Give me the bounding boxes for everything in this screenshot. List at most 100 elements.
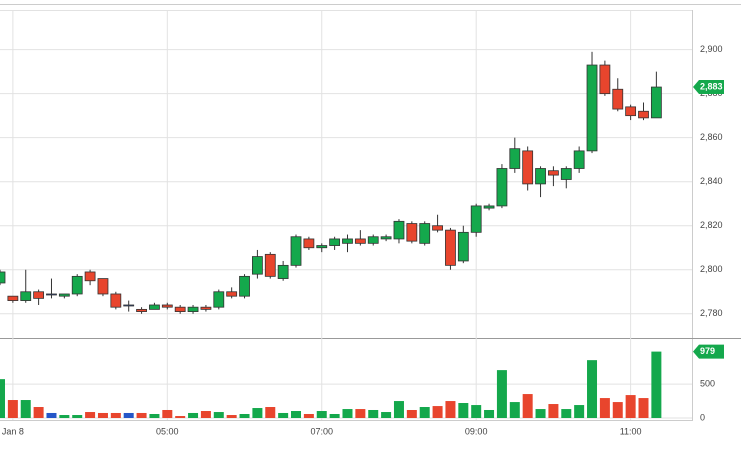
volume-bar xyxy=(46,412,57,418)
volume-bar xyxy=(149,413,160,418)
volume-bar xyxy=(85,412,96,418)
last-volume-label: 979 xyxy=(700,346,715,356)
candle-body xyxy=(0,271,6,284)
volume-bar xyxy=(625,395,636,418)
volume-bar xyxy=(574,405,585,418)
candle-body xyxy=(638,110,649,119)
candle-body xyxy=(445,229,456,266)
candle-body xyxy=(342,238,353,244)
candle-body xyxy=(149,304,160,310)
candle-body xyxy=(110,293,122,308)
last-volume-box xyxy=(693,344,724,359)
candle-body xyxy=(251,256,263,275)
candle-body xyxy=(432,225,443,231)
x-tick-label: 11:00 xyxy=(620,426,642,436)
candle-body xyxy=(161,304,173,308)
x-tick-label: 05:00 xyxy=(156,426,179,436)
candle-body xyxy=(264,253,276,277)
y-tick-label: 2,800 xyxy=(700,264,723,274)
volume-bar xyxy=(123,412,134,418)
last-price-label: 2,883 xyxy=(700,81,723,91)
y-tick-label: 2,780 xyxy=(700,308,723,318)
candle-body xyxy=(213,291,225,308)
volume-bar xyxy=(265,407,276,418)
candle-body xyxy=(71,275,83,295)
candle-body xyxy=(277,264,289,279)
volume-bar xyxy=(458,403,469,418)
candle-body xyxy=(97,278,109,295)
candle-body xyxy=(329,238,341,246)
volume-bar xyxy=(213,412,224,418)
volume-tick-label: 0 xyxy=(700,412,705,422)
volume-bar xyxy=(33,407,44,418)
candle-body xyxy=(226,291,238,297)
volume-bar xyxy=(72,415,83,418)
candle-body xyxy=(535,168,546,185)
candle-body xyxy=(84,271,96,282)
volume-bar xyxy=(368,409,379,418)
x-tick-label: Jan 8 xyxy=(2,426,24,436)
y-tick-label: 2,900 xyxy=(700,44,723,54)
candle-body xyxy=(303,238,315,249)
last-price-box xyxy=(693,80,724,95)
volume-bar xyxy=(406,409,417,418)
candle-body xyxy=(33,291,45,299)
candle-body xyxy=(354,238,366,244)
volume-tick-label: 500 xyxy=(700,378,715,388)
volume-bar xyxy=(20,400,31,418)
candle-body xyxy=(586,64,598,152)
volume-bar xyxy=(599,398,610,418)
candle-body xyxy=(573,150,585,169)
volume-bar xyxy=(162,409,173,418)
candle-body xyxy=(200,306,212,310)
volume-bar xyxy=(393,401,404,418)
candle-body xyxy=(560,168,572,180)
volume-bar xyxy=(329,413,340,418)
volume-bar xyxy=(200,411,211,418)
candle-body xyxy=(7,295,19,301)
volume-bar xyxy=(638,398,649,418)
volume-bar xyxy=(445,401,456,418)
candle-body xyxy=(239,275,250,297)
candle-body xyxy=(650,86,662,119)
candle-body xyxy=(522,150,534,185)
volume-bar xyxy=(239,413,250,418)
candle-body xyxy=(419,223,431,244)
candle-body xyxy=(123,304,135,307)
volume-bar xyxy=(291,411,302,418)
volume-bar xyxy=(535,409,546,418)
volume-bar xyxy=(136,412,147,418)
volume-bar xyxy=(303,413,314,418)
volume-bar xyxy=(471,405,482,418)
volume-bar xyxy=(651,351,662,418)
candle-body xyxy=(457,231,469,262)
volume-bar xyxy=(612,402,623,418)
volume-bar xyxy=(419,407,430,418)
volume-bar xyxy=(188,412,199,418)
volume-bar xyxy=(97,412,108,418)
candle-body xyxy=(599,64,611,95)
candle-body xyxy=(174,306,186,312)
volume-bar xyxy=(381,412,392,418)
candle-body xyxy=(612,88,624,110)
candle-body xyxy=(470,205,482,233)
volume-bar xyxy=(316,411,327,418)
candle-body xyxy=(316,245,328,249)
candle-body xyxy=(20,291,32,301)
candle-body xyxy=(406,223,418,242)
x-tick-label: 07:00 xyxy=(310,426,333,436)
candle-body xyxy=(496,168,508,207)
candle-body xyxy=(136,308,147,312)
candle-body xyxy=(380,236,392,240)
volume-bar xyxy=(175,416,186,418)
volume-bar xyxy=(59,415,70,418)
x-tick-label: 09:00 xyxy=(465,426,488,436)
volume-bar xyxy=(110,412,121,418)
volume-bar xyxy=(342,409,353,418)
candle-body xyxy=(393,220,405,240)
y-tick-label: 2,860 xyxy=(700,132,723,142)
volume-bar xyxy=(0,379,5,418)
candle-body xyxy=(509,148,521,169)
